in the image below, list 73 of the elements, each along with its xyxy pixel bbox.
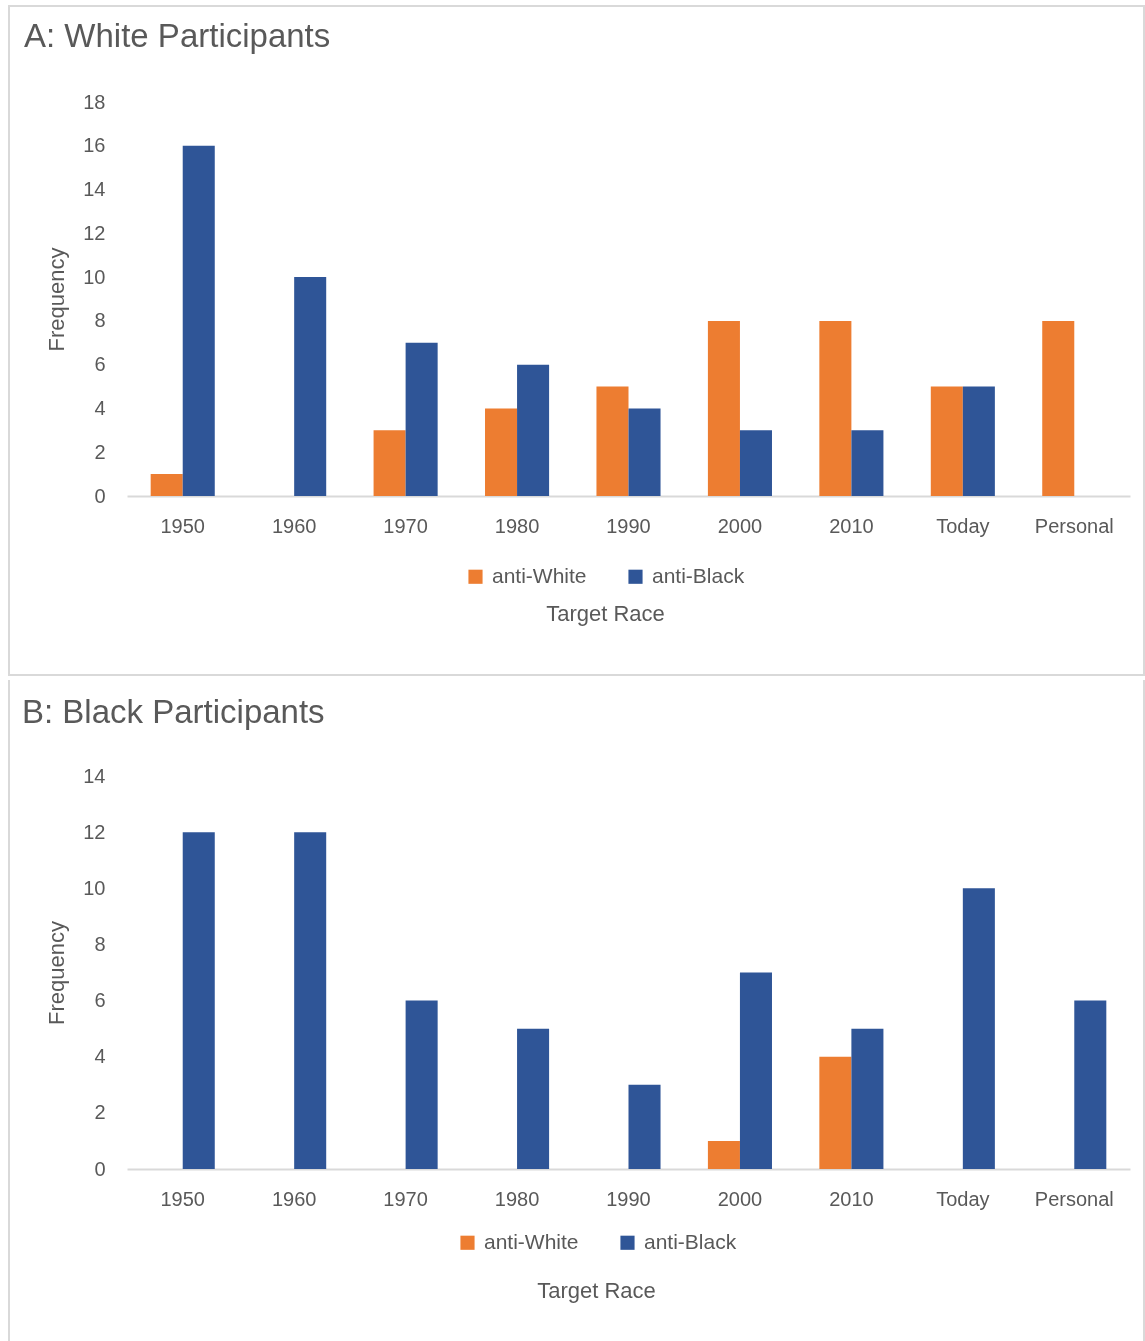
bar bbox=[1074, 1000, 1107, 1169]
x-tick-label: 2010 bbox=[829, 514, 874, 537]
y-axis-title: Frequency bbox=[44, 921, 70, 1025]
y-tick-label: 6 bbox=[94, 989, 106, 1012]
legend-label: anti-Black bbox=[644, 1229, 737, 1253]
y-tick-label: 14 bbox=[83, 764, 106, 787]
x-tick-label: 2010 bbox=[829, 1187, 874, 1210]
bar bbox=[405, 1000, 438, 1169]
bar bbox=[517, 1028, 550, 1169]
x-tick-label: 1990 bbox=[606, 514, 651, 537]
bar bbox=[739, 972, 772, 1169]
chart-title: A: White Participants bbox=[24, 17, 331, 54]
bar bbox=[707, 320, 740, 496]
x-tick-label: 1950 bbox=[160, 1187, 205, 1210]
y-tick-label: 6 bbox=[94, 353, 106, 376]
y-tick-label: 8 bbox=[94, 932, 106, 955]
x-tick-label: 1950 bbox=[160, 514, 205, 537]
y-tick-label: 0 bbox=[94, 484, 106, 507]
x-tick-label: Personal bbox=[1034, 514, 1114, 537]
y-tick-label: 8 bbox=[94, 309, 106, 332]
x-tick-label: 2000 bbox=[717, 514, 763, 537]
bar bbox=[962, 386, 995, 496]
y-tick-label: 10 bbox=[83, 876, 106, 899]
bar bbox=[851, 1028, 884, 1169]
bar bbox=[628, 408, 661, 496]
chart-title: B: Black Participants bbox=[22, 693, 325, 730]
bar bbox=[150, 474, 183, 496]
x-tick-label: 1960 bbox=[271, 1187, 317, 1210]
bar bbox=[819, 1056, 852, 1169]
legend-label: anti-White bbox=[492, 563, 587, 587]
x-tick-label: Today bbox=[936, 514, 990, 537]
bar bbox=[182, 145, 215, 496]
y-tick-label: 10 bbox=[83, 265, 106, 288]
x-tick-label: Today bbox=[936, 1187, 990, 1210]
y-tick-label: 12 bbox=[83, 221, 106, 244]
x-tick-label: 2000 bbox=[717, 1187, 763, 1210]
bar bbox=[930, 386, 963, 496]
bar bbox=[707, 1140, 740, 1169]
bar bbox=[962, 888, 995, 1169]
y-axis-title: Frequency bbox=[44, 247, 70, 352]
y-tick-label: 4 bbox=[94, 396, 106, 419]
bar bbox=[485, 408, 518, 496]
x-tick-label: 1980 bbox=[494, 1187, 540, 1210]
bar bbox=[405, 342, 438, 496]
y-tick-label: 18 bbox=[83, 90, 106, 113]
x-axis-title: Target Race bbox=[537, 1277, 656, 1303]
bar bbox=[739, 430, 772, 496]
legend-label: anti-Black bbox=[652, 563, 745, 587]
y-tick-label: 14 bbox=[83, 178, 106, 201]
x-tick-label: 1970 bbox=[383, 1187, 428, 1210]
bar bbox=[294, 277, 327, 496]
bar bbox=[517, 364, 550, 496]
bar bbox=[294, 832, 327, 1169]
x-tick-label: 1990 bbox=[606, 1187, 651, 1210]
x-tick-label: 1980 bbox=[494, 514, 540, 537]
y-tick-label: 4 bbox=[94, 1045, 106, 1068]
bar bbox=[182, 832, 215, 1169]
x-axis-title: Target Race bbox=[546, 600, 665, 626]
y-tick-label: 16 bbox=[83, 134, 106, 157]
bar bbox=[596, 386, 629, 496]
bar bbox=[628, 1084, 661, 1169]
x-tick-label: 1970 bbox=[383, 514, 428, 537]
y-tick-label: 2 bbox=[94, 440, 106, 463]
bar bbox=[373, 430, 406, 496]
y-tick-label: 12 bbox=[83, 820, 106, 843]
bar bbox=[819, 320, 852, 496]
x-tick-label: Personal bbox=[1034, 1187, 1114, 1210]
y-tick-label: 0 bbox=[94, 1157, 106, 1180]
bar bbox=[851, 430, 884, 496]
x-tick-label: 1960 bbox=[271, 514, 317, 537]
bar bbox=[1042, 320, 1075, 496]
legend-label: anti-White bbox=[484, 1229, 579, 1253]
y-tick-label: 2 bbox=[94, 1101, 106, 1124]
